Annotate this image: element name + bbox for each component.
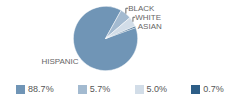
- svg-text:HISPANIC: HISPANIC: [41, 57, 78, 66]
- html-text:5.0%: 5.0%: [146, 84, 168, 94]
- svg-text:ASIAN: ASIAN: [138, 22, 162, 31]
- svg-text:BLACK: BLACK: [128, 4, 155, 13]
- html-text:88.7%: 88.7%: [28, 84, 54, 94]
- html-text:5.7%: 5.7%: [89, 84, 111, 94]
- html-text:0.7%: 0.7%: [203, 84, 224, 94]
- svg-text:WHITE: WHITE: [135, 13, 161, 22]
